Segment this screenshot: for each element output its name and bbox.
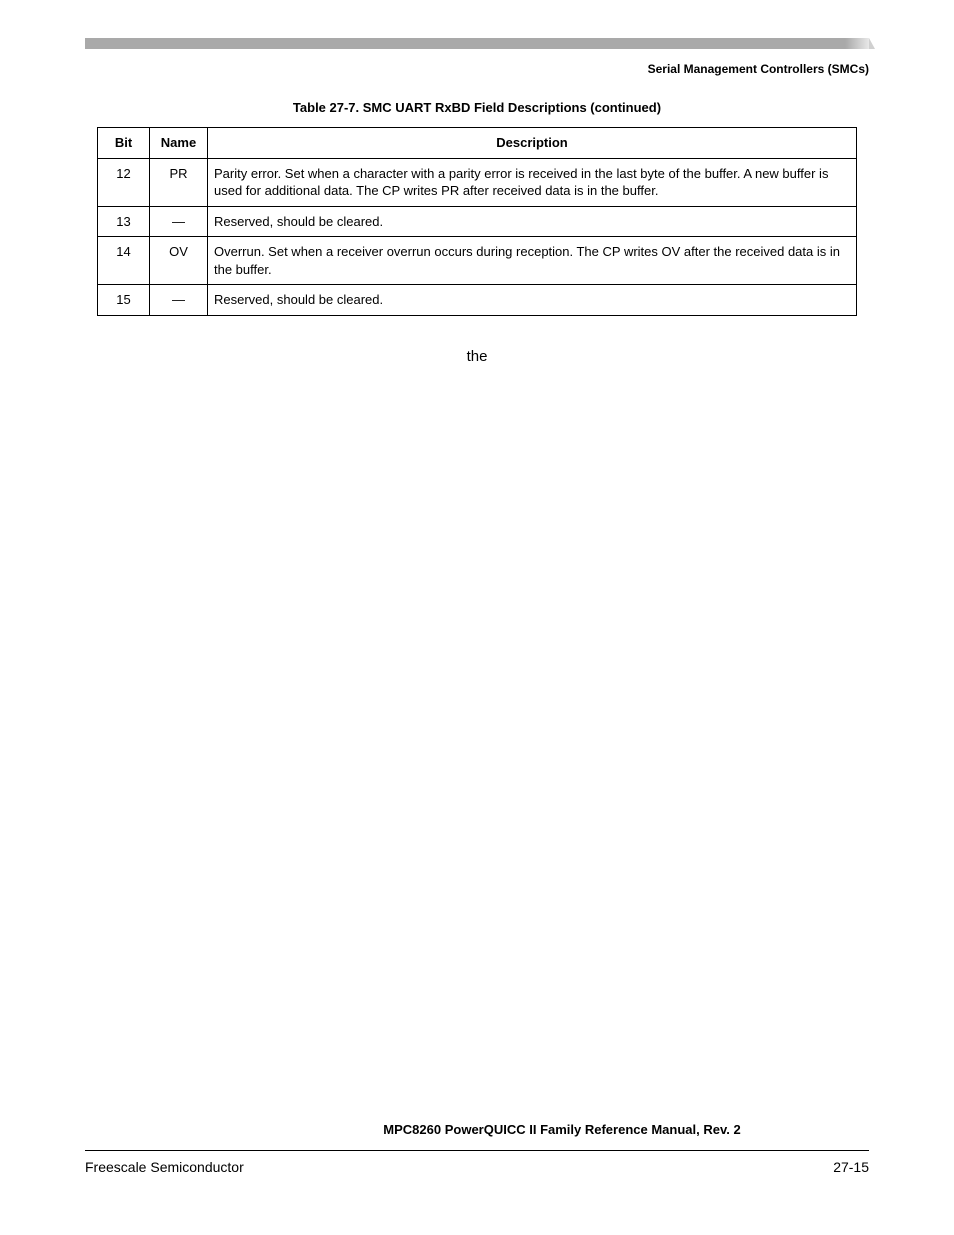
cell-desc: Parity error. Set when a character with … [208,158,857,206]
page-root: Serial Management Controllers (SMCs) Tab… [0,0,954,1235]
footer-title: MPC8260 PowerQUICC II Family Reference M… [85,1122,954,1137]
stray-text: the [85,348,869,365]
table-row: 13 — Reserved, should be cleared. [98,206,857,237]
cell-desc: Overrun. Set when a receiver overrun occ… [208,237,857,285]
col-header-desc: Description [208,128,857,159]
cell-name: OV [150,237,208,285]
cell-bit: 13 [98,206,150,237]
cell-name: — [150,285,208,316]
col-header-bit: Bit [98,128,150,159]
field-table: Bit Name Description 12 PR Parity error.… [97,127,857,316]
table-header-row: Bit Name Description [98,128,857,159]
cell-bit: 14 [98,237,150,285]
table-row: 15 — Reserved, should be cleared. [98,285,857,316]
header-rule [85,38,869,49]
cell-desc: Reserved, should be cleared. [208,206,857,237]
col-header-name: Name [150,128,208,159]
table-row: 14 OV Overrun. Set when a receiver overr… [98,237,857,285]
cell-name: PR [150,158,208,206]
footer-rule [85,1150,869,1151]
footer-page-number: 27-15 [833,1159,869,1175]
cell-bit: 15 [98,285,150,316]
table-row: 12 PR Parity error. Set when a character… [98,158,857,206]
cell-bit: 12 [98,158,150,206]
footer-left: Freescale Semiconductor [85,1159,244,1175]
cell-desc: Reserved, should be cleared. [208,285,857,316]
section-header: Serial Management Controllers (SMCs) [648,62,869,76]
cell-name: — [150,206,208,237]
